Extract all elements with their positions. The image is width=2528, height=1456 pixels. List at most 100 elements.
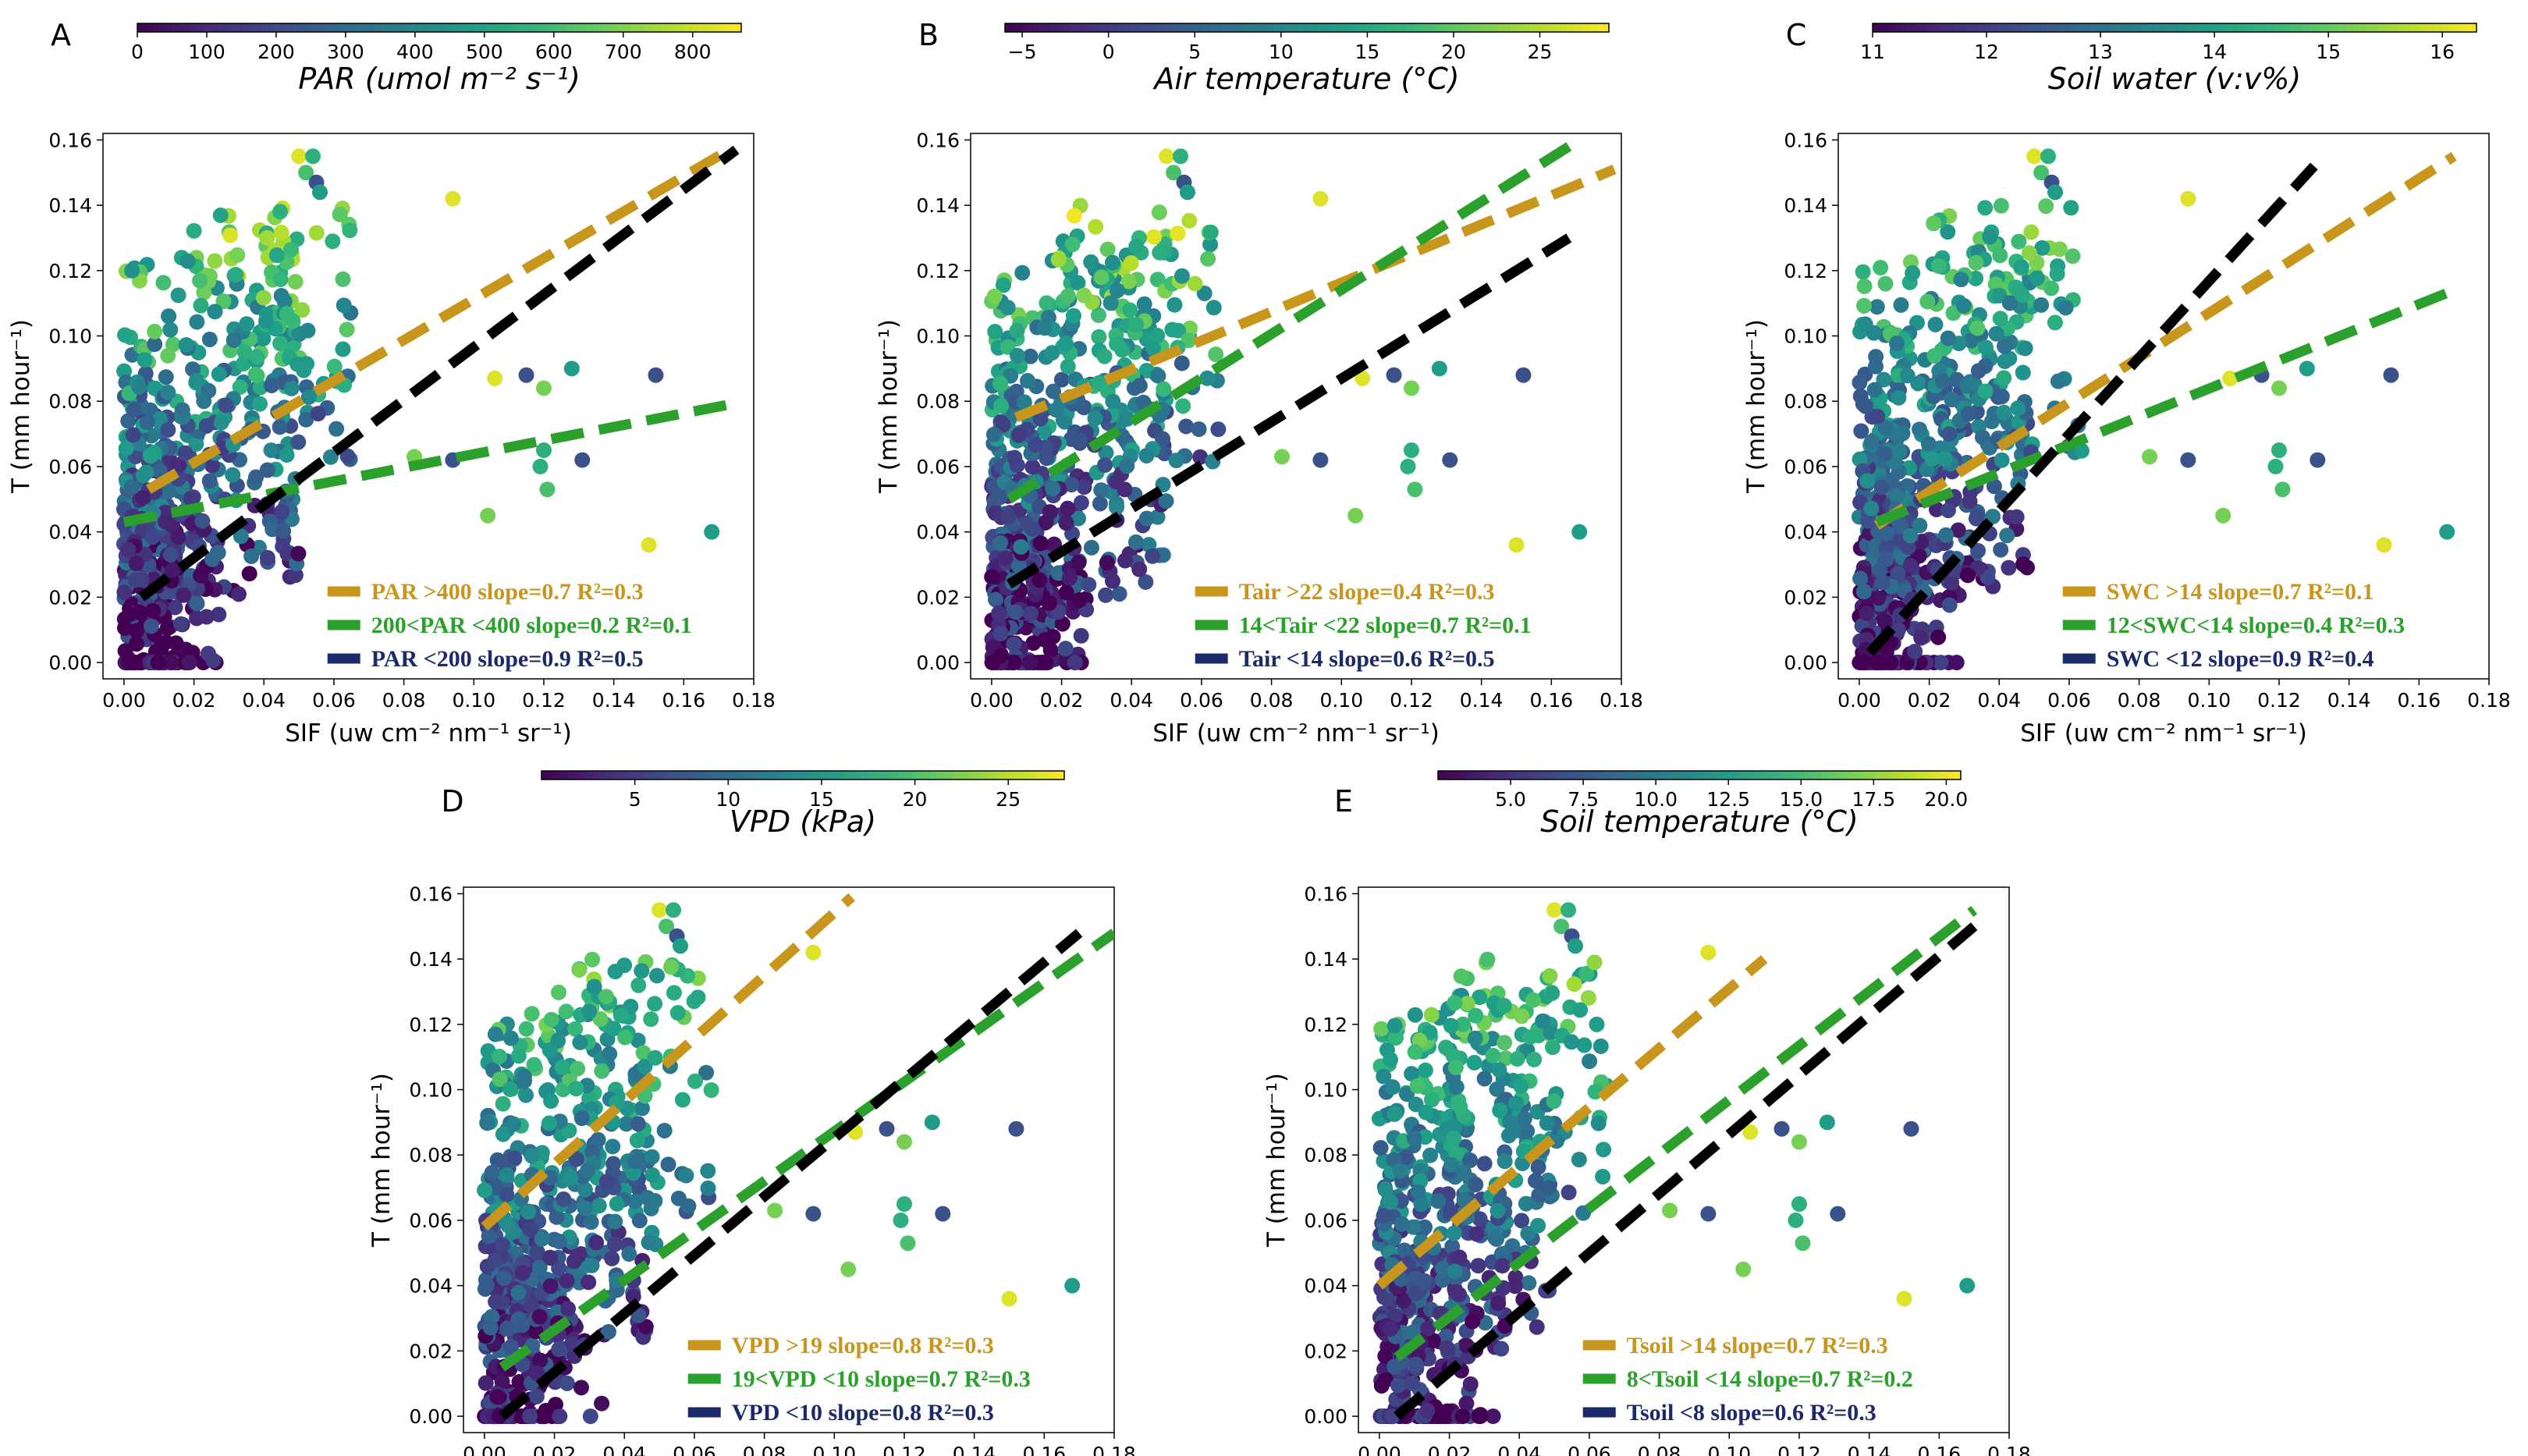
data-point bbox=[1379, 1290, 1395, 1306]
data-point bbox=[1000, 509, 1017, 525]
data-point bbox=[1466, 1054, 1482, 1071]
data-point bbox=[2180, 452, 2196, 468]
data-point bbox=[198, 417, 215, 434]
data-point bbox=[656, 1122, 673, 1138]
panel-label: E bbox=[1334, 784, 1353, 819]
data-point bbox=[1443, 1017, 1459, 1034]
data-point bbox=[660, 1156, 676, 1173]
data-point bbox=[1136, 296, 1152, 312]
colorbar-tick-label: 17.5 bbox=[1852, 788, 1895, 811]
data-point bbox=[1866, 382, 1883, 398]
data-point bbox=[1535, 1013, 1551, 1029]
y-tick-label: 0.02 bbox=[916, 586, 960, 609]
data-point bbox=[549, 1209, 565, 1225]
x-tick-label: 0.00 bbox=[1837, 689, 1881, 712]
data-point bbox=[1924, 451, 1940, 467]
data-point bbox=[205, 652, 222, 669]
data-point bbox=[1064, 236, 1081, 253]
data-point bbox=[1788, 1212, 1804, 1228]
data-point bbox=[176, 587, 192, 603]
x-tick-label: 0.00 bbox=[970, 689, 1014, 712]
y-tick-label: 0.16 bbox=[1304, 882, 1347, 905]
data-point bbox=[560, 1301, 577, 1317]
data-point bbox=[1912, 517, 1928, 534]
data-point bbox=[1491, 1062, 1507, 1078]
data-point bbox=[567, 1021, 584, 1037]
data-point bbox=[1093, 482, 1110, 499]
data-point bbox=[249, 368, 265, 384]
data-point bbox=[1376, 1068, 1392, 1085]
data-point bbox=[1382, 1052, 1398, 1068]
data-point bbox=[1422, 1147, 1439, 1163]
data-point bbox=[1098, 445, 1114, 461]
colorbar bbox=[541, 770, 1065, 780]
data-point bbox=[494, 1237, 510, 1253]
data-point bbox=[666, 985, 682, 1001]
data-point bbox=[1091, 307, 1107, 323]
data-point bbox=[2015, 364, 2031, 381]
data-point bbox=[492, 1071, 508, 1088]
data-point bbox=[478, 1277, 495, 1294]
colorbar-tick-label: 15 bbox=[809, 788, 834, 811]
data-point bbox=[1180, 184, 1195, 201]
data-point bbox=[1151, 204, 1167, 221]
data-point bbox=[2013, 259, 2029, 275]
data-point bbox=[572, 1034, 588, 1050]
regression-line bbox=[122, 400, 730, 527]
regression-line bbox=[1006, 233, 1572, 589]
data-point bbox=[1006, 636, 1022, 652]
data-point bbox=[1038, 655, 1054, 671]
data-point bbox=[1119, 458, 1135, 474]
x-tick-label: 0.04 bbox=[602, 1443, 646, 1456]
data-point bbox=[631, 1213, 648, 1229]
data-point bbox=[1205, 300, 1222, 316]
data-point bbox=[543, 1011, 559, 1028]
data-point bbox=[310, 406, 326, 422]
panel-d: D 5 10 15 20 25 VPD (kPa) 0.00 0.02 0.04 0.06 0.08 0… bbox=[367, 770, 1136, 1456]
data-point bbox=[499, 1167, 515, 1183]
data-point bbox=[1986, 478, 2002, 495]
data-point bbox=[586, 978, 602, 995]
data-point bbox=[1128, 239, 1145, 255]
y-axis-label: T (mm hour⁻¹) bbox=[7, 319, 35, 494]
data-point bbox=[484, 1164, 500, 1181]
y-axis-label: T (mm hour⁻¹) bbox=[367, 1073, 396, 1248]
colorbar-tick-label: 10 bbox=[715, 788, 740, 811]
x-tick-label: 0.00 bbox=[463, 1443, 506, 1456]
data-point bbox=[1386, 367, 1402, 383]
data-point bbox=[1979, 570, 1996, 586]
data-point bbox=[985, 426, 1002, 442]
data-point bbox=[225, 332, 242, 348]
data-point bbox=[1111, 586, 1127, 602]
data-point bbox=[1396, 1292, 1412, 1309]
data-point bbox=[1580, 989, 1596, 1006]
data-point bbox=[2180, 190, 2196, 207]
data-point bbox=[1070, 510, 1086, 527]
data-point bbox=[1438, 1329, 1454, 1345]
data-point bbox=[1502, 1114, 1518, 1131]
y-axis-label: T (mm hour⁻¹) bbox=[875, 319, 903, 494]
data-point bbox=[1889, 336, 1905, 352]
data-point bbox=[160, 347, 176, 364]
data-point bbox=[924, 1114, 940, 1131]
data-point bbox=[1592, 1038, 1609, 1054]
data-point bbox=[1508, 1096, 1525, 1112]
data-point bbox=[524, 1298, 540, 1314]
data-point bbox=[2001, 295, 2018, 311]
y-tick-label: 0.02 bbox=[48, 586, 92, 609]
plot-area bbox=[115, 145, 740, 671]
data-point bbox=[1468, 1226, 1485, 1242]
regression-line bbox=[1376, 955, 1768, 1290]
data-point bbox=[142, 448, 158, 464]
data-point bbox=[1021, 655, 1038, 671]
data-point bbox=[1985, 508, 2001, 524]
data-point bbox=[2073, 442, 2090, 459]
data-point bbox=[1961, 406, 1977, 422]
data-point bbox=[162, 655, 179, 671]
data-point bbox=[1959, 1277, 1976, 1294]
data-point bbox=[479, 1115, 495, 1131]
legend-entry: SWC >14 slope=0.7 R²=0.1 bbox=[2107, 579, 2374, 605]
colorbar-tick-label: 0 bbox=[1102, 41, 1115, 63]
data-point bbox=[995, 277, 1011, 293]
data-point bbox=[524, 1006, 540, 1022]
